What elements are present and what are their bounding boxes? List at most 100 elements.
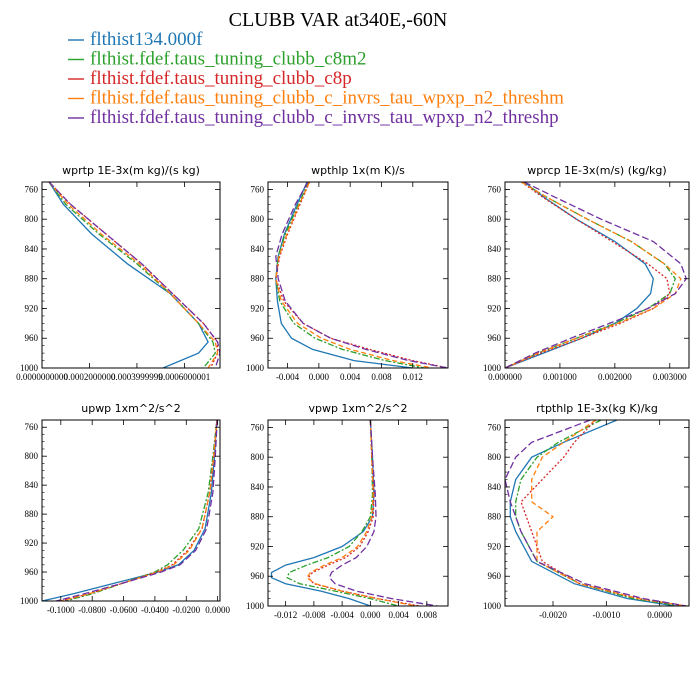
legend-label-3: flthist.fdef.taus_tuning_clubb_c8p <box>90 68 352 89</box>
x-tick-label: -0.004 <box>276 372 300 382</box>
legend-label-2: flthist.fdef.taus_tuning_clubb_c8m2 <box>90 49 367 70</box>
series-line-3 <box>520 420 687 606</box>
plot-frame <box>504 419 690 607</box>
y-tick-label: 960 <box>25 333 39 343</box>
panels: wprtp 1E-3x(m kg)/(s kg) 760 800 840 880 920 9… <box>16 164 690 620</box>
plot-frame <box>267 419 449 607</box>
x-tick-label: 0.002000 <box>598 372 632 382</box>
series-group <box>275 182 448 368</box>
plot-frame <box>504 181 690 369</box>
y-tick-label: 960 <box>488 333 502 343</box>
x-tick-label: -0.0400 <box>141 605 169 615</box>
x-tick-label: 0.004 <box>388 610 409 620</box>
x-tick-label: -0.008 <box>302 610 326 620</box>
x-tick-label: -0.004 <box>330 610 354 620</box>
y-tick-label: 920 <box>25 538 39 548</box>
panel-3: wprcp 1E-3x(m/s) (kg/kg) 760 800 840 880 920 9… <box>483 164 690 382</box>
series-line-3 <box>275 182 448 368</box>
y-tick-label: 920 <box>251 303 265 313</box>
series-group <box>505 420 687 606</box>
y-tick-label: 920 <box>25 303 39 313</box>
y-tick-label: 760 <box>488 422 502 432</box>
y-tick-label: 880 <box>488 274 502 284</box>
y-tick-label: 1000 <box>246 363 265 373</box>
series-group <box>505 182 688 368</box>
panel-title-4: upwp 1xm^2/s^2 <box>81 402 181 415</box>
y-tick-label: 840 <box>25 480 39 490</box>
plot-frame <box>41 419 221 602</box>
x-tick-label: 0.0003999999 <box>111 372 163 382</box>
x-tick-label: -0.0200 <box>172 605 200 615</box>
plot-frame <box>41 181 221 369</box>
x-tick-label: 0.008 <box>371 372 392 382</box>
legend-label-4: flthist.fdef.taus_tuning_clubb_c_invrs_t… <box>90 88 564 109</box>
y-tick-label: 880 <box>251 512 265 522</box>
plot-frame <box>267 181 449 369</box>
x-tick-label: 0.0000 <box>647 610 672 620</box>
series-group <box>48 182 220 368</box>
x-tick-label: -0.012 <box>274 610 297 620</box>
x-tick-label: 0.012 <box>403 372 423 382</box>
y-tick-label: 840 <box>488 482 502 492</box>
y-tick-label: 800 <box>251 214 265 224</box>
y-tick-label: 880 <box>488 512 502 522</box>
x-tick-label: -0.0800 <box>78 605 106 615</box>
series-line-2 <box>275 182 425 368</box>
x-tick-label: 0.0006000001 <box>159 372 211 382</box>
series-line-5 <box>505 420 687 606</box>
series-line-4 <box>60 420 218 601</box>
series-line-2 <box>65 420 218 601</box>
x-tick-label: 0.000 <box>360 610 381 620</box>
series-line-5 <box>275 182 448 368</box>
y-tick-label: 800 <box>25 451 39 461</box>
series-line-1 <box>42 420 218 601</box>
panel-2: wpthlp 1x(m K)/s 760 800 840 880 920 960 1000 -0… <box>246 164 449 382</box>
y-tick-label: 1000 <box>483 363 502 373</box>
panel-title-3: wprcp 1E-3x(m/s) (kg/kg) <box>527 164 666 177</box>
legend-label-5: flthist.fdef.taus_tuning_clubb_c_invrs_t… <box>90 107 559 128</box>
series-line-5 <box>55 420 218 601</box>
panel-title-6: rtpthlp 1E-3x(kg K)/kg <box>536 402 658 415</box>
panel-title-5: vpwp 1xm^2/s^2 <box>308 402 407 415</box>
y-tick-label: 840 <box>488 244 502 254</box>
panel-title-2: wpthlp 1x(m K)/s <box>311 164 405 177</box>
panel-4: upwp 1xm^2/s^2 760 800 840 880 920 960 1000 -0.1… <box>20 402 231 615</box>
y-tick-label: 760 <box>488 184 502 194</box>
series-line-3 <box>307 420 420 606</box>
series-line-5 <box>48 182 220 368</box>
y-tick-label: 800 <box>25 214 39 224</box>
series-line-1 <box>270 420 375 606</box>
x-tick-label: 0.000 <box>309 372 330 382</box>
series-group <box>270 420 438 606</box>
series-line-1 <box>48 182 209 368</box>
series-line-2 <box>505 182 677 368</box>
series-line-2 <box>48 182 217 368</box>
x-tick-label: 0.001000 <box>543 372 577 382</box>
series-line-3 <box>505 182 671 368</box>
y-tick-label: 1000 <box>20 363 39 373</box>
x-tick-label: 0.004 <box>340 372 361 382</box>
series-line-5 <box>505 182 688 368</box>
y-tick-label: 880 <box>251 274 265 284</box>
series-line-4 <box>505 182 682 368</box>
x-tick-label: 0.0000000000 <box>16 372 68 382</box>
y-tick-label: 800 <box>251 452 265 462</box>
series-line-1 <box>509 420 676 606</box>
y-tick-label: 960 <box>251 571 265 581</box>
x-tick-label: -0.1000 <box>47 605 75 615</box>
series-line-5 <box>328 420 438 606</box>
x-tick-label: 0.0002000000 <box>64 372 116 382</box>
series-line-2 <box>286 420 399 606</box>
series-line-4 <box>275 182 433 368</box>
y-tick-label: 1000 <box>20 596 39 606</box>
y-tick-label: 960 <box>251 333 265 343</box>
figure-title: CLUBB VAR at340E,-60N <box>229 9 448 31</box>
panel-5: vpwp 1xm^2/s^2 760 800 840 880 920 960 1000 -0.0… <box>246 402 449 620</box>
y-tick-label: 1000 <box>483 601 502 611</box>
y-tick-label: 1000 <box>246 601 265 611</box>
series-group <box>42 420 218 601</box>
y-tick-label: 920 <box>488 303 502 313</box>
y-tick-label: 800 <box>488 214 502 224</box>
y-tick-label: 880 <box>25 509 39 519</box>
